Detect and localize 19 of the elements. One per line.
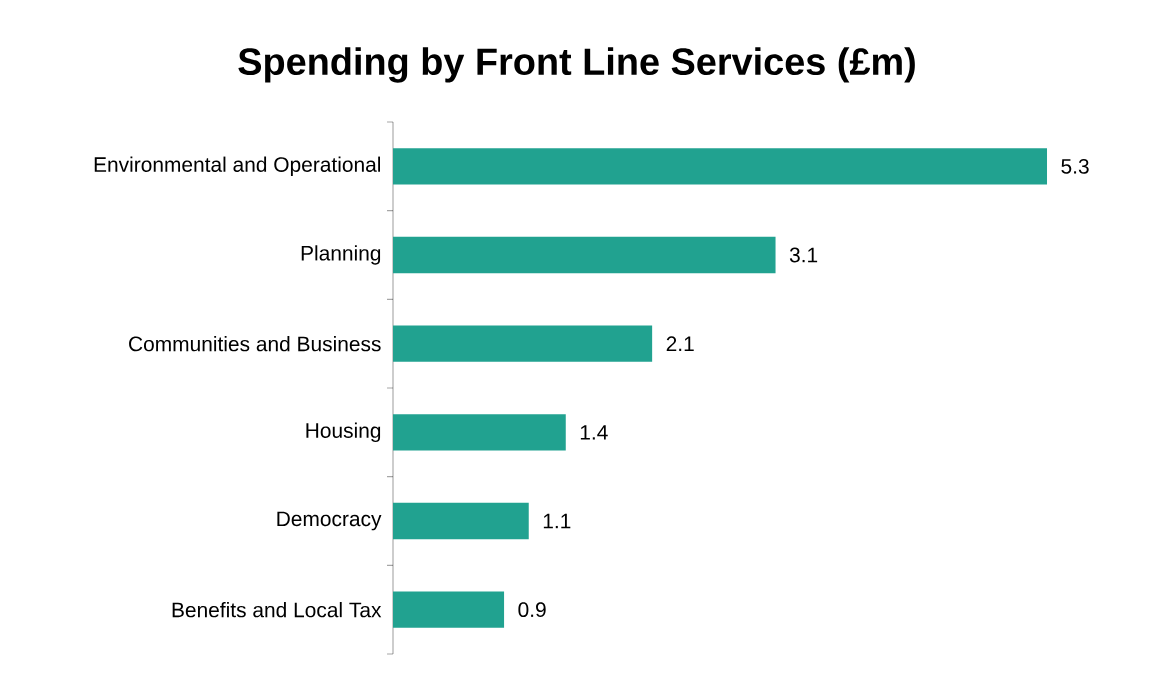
y-tick-label: Democracy (277, 511, 382, 531)
data-label: 2.1 (666, 336, 694, 351)
data-label: 5.3 (1061, 158, 1089, 174)
data-label: 0.9 (518, 602, 546, 618)
bar (393, 236, 776, 274)
data-label: 1.4 (580, 425, 608, 440)
data-label: 1.1 (543, 513, 571, 529)
bar (393, 591, 505, 628)
y-tick-label: Benefits and Local Tax (172, 601, 382, 618)
y-tick-label: Planning (301, 245, 381, 265)
bar (393, 414, 566, 451)
y-tick-label: Communities and Business (129, 335, 381, 352)
bar (393, 325, 653, 362)
bar (393, 502, 529, 540)
y-tick-label: Environmental and Operational (94, 156, 381, 177)
bar (393, 148, 1048, 185)
chart-title: Spending by Front Line Services (£m) (238, 47, 915, 83)
data-label: 3.1 (789, 247, 818, 263)
y-tick-label: Housing (306, 422, 381, 443)
